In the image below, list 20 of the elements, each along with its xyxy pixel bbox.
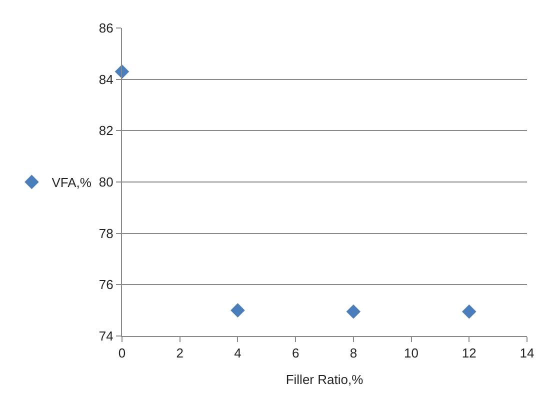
- y-tick-label: 84: [98, 72, 114, 87]
- y-tick-label: 82: [98, 123, 114, 138]
- x-tick-label: 10: [404, 346, 419, 361]
- x-tick-label: 12: [462, 346, 476, 361]
- point: [346, 304, 361, 319]
- x-tick-label: 4: [234, 346, 242, 361]
- x-tick-label: 14: [520, 346, 534, 361]
- x-tick-label: 8: [350, 346, 358, 361]
- point: [230, 303, 245, 318]
- y-tick-label: 80: [98, 174, 114, 190]
- x-tick-label: 6: [292, 346, 300, 361]
- y-tick-label: 74: [98, 328, 114, 344]
- y-tick-label: 76: [98, 277, 114, 292]
- x-tick-label: 2: [176, 346, 184, 361]
- legend-label: VFA,%: [52, 175, 92, 190]
- point: [462, 304, 476, 319]
- y-tick-label: 78: [98, 226, 114, 241]
- y-tick-label: 86: [98, 20, 114, 36]
- x-tick-label: 0: [118, 346, 126, 361]
- x-axis-title: Filler Ratio,%: [286, 372, 364, 388]
